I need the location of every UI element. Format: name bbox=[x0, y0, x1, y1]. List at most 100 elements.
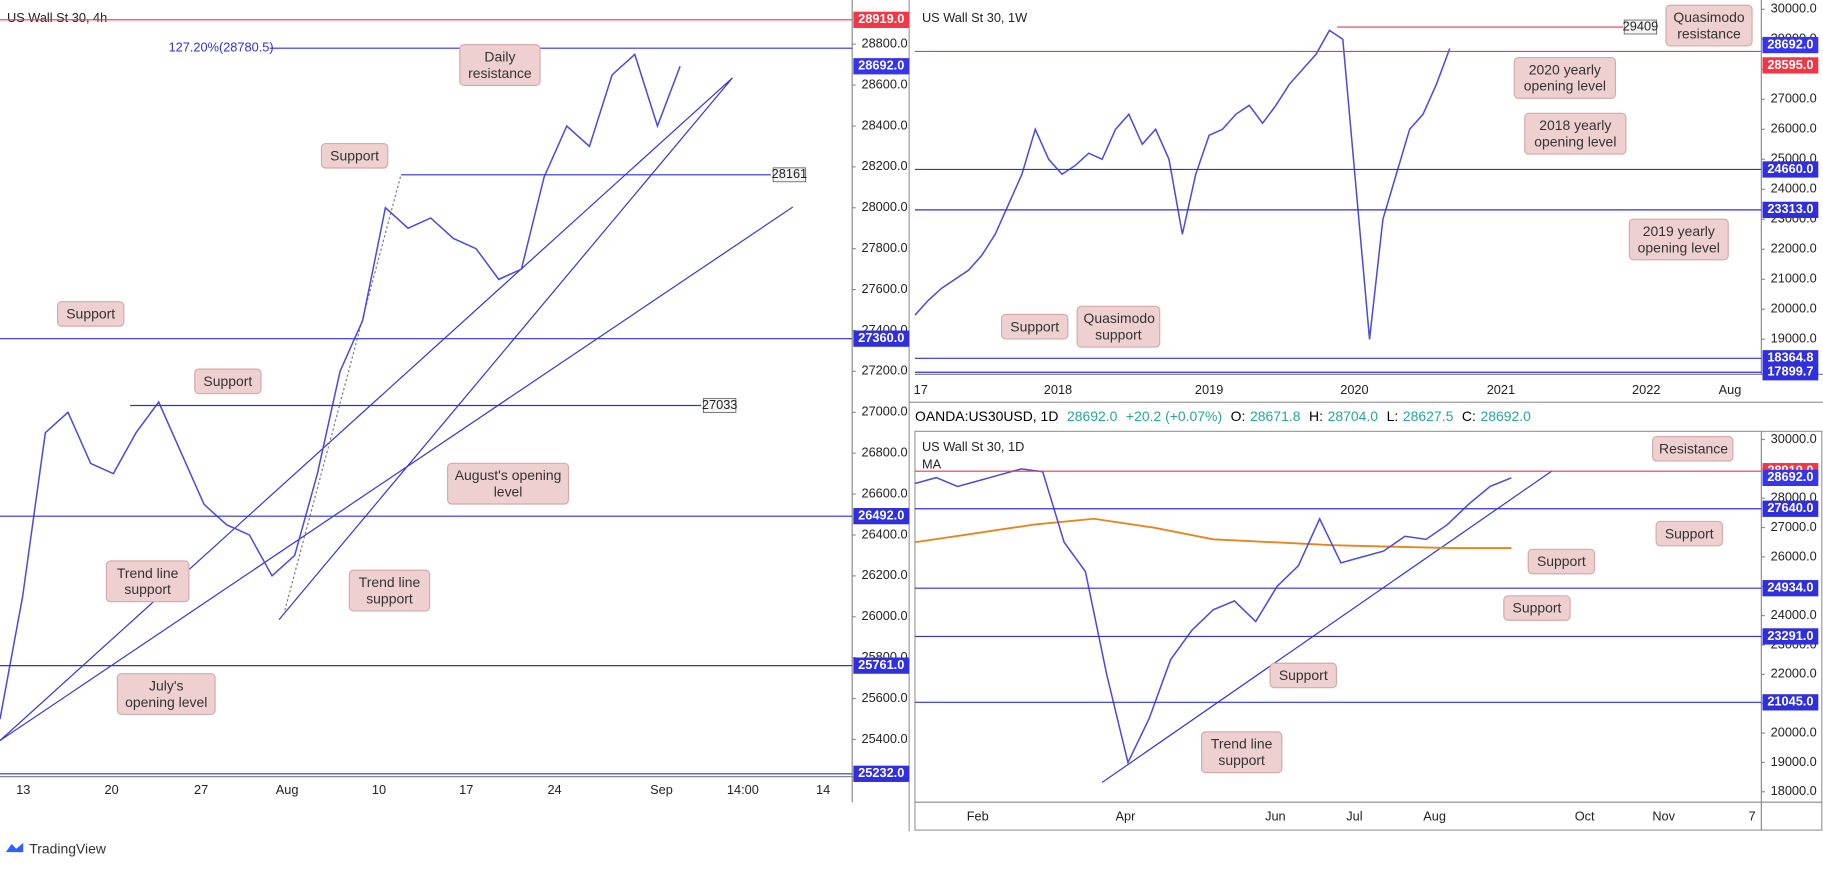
level-box bbox=[853, 58, 910, 75]
level-label: 28692.0 bbox=[1767, 36, 1813, 51]
y-tick-label: 26200.0 bbox=[861, 567, 907, 582]
level-box bbox=[1762, 350, 1819, 367]
annotation: Support bbox=[194, 368, 262, 395]
trend-line bbox=[0, 206, 794, 742]
c: 28692.0 bbox=[1480, 408, 1531, 425]
x-tick-label: 24 bbox=[547, 782, 561, 797]
y-tick-label: 26000.0 bbox=[861, 608, 907, 623]
x-tick-label: 2020 bbox=[1340, 382, 1368, 397]
annotation: Trend line support bbox=[105, 560, 190, 603]
x-tick-label: 2018 bbox=[1044, 382, 1072, 397]
annotation: Resistance bbox=[1652, 435, 1734, 462]
last: 28692.0 bbox=[1066, 408, 1118, 425]
annotation: Support bbox=[1503, 595, 1571, 621]
annotation: July's opening level bbox=[116, 673, 216, 715]
x-tick-label: 17 bbox=[459, 782, 473, 797]
y-tick-label: 24000.0 bbox=[1771, 607, 1817, 622]
x-tick-label: Oct bbox=[1575, 809, 1595, 824]
annotation: August's opening level bbox=[447, 462, 570, 505]
panel-title: US Wall St 30, 4h bbox=[7, 10, 107, 25]
y-tick-label: 27200.0 bbox=[861, 363, 907, 378]
trend-line bbox=[1101, 470, 1553, 783]
panel-title: US Wall St 30, 1W bbox=[922, 10, 1027, 25]
level-label: 28692.0 bbox=[858, 58, 904, 73]
x-tick-label: 2019 bbox=[1195, 382, 1223, 397]
level-box bbox=[1762, 628, 1819, 645]
level-box bbox=[853, 330, 910, 347]
brand-text: TradingView bbox=[29, 840, 106, 857]
annotation: Support bbox=[1000, 313, 1069, 340]
x-tick-label: 14:00 bbox=[727, 782, 759, 797]
l-key: L: bbox=[1386, 408, 1399, 425]
x-tick-label: 10 bbox=[372, 782, 386, 797]
level-label: 28595.0 bbox=[1767, 57, 1813, 72]
annotation: Support bbox=[320, 142, 389, 169]
info-bar: OANDA:US30USD, 1D 28692.0 +20.2 (+0.07%)… bbox=[915, 408, 1536, 424]
level-label: 24660.0 bbox=[1767, 161, 1813, 176]
level-text: 127.20%(28780.5) bbox=[169, 40, 274, 55]
level-label: 27360.0 bbox=[858, 330, 904, 345]
level-box bbox=[1762, 364, 1819, 381]
level-label: 26492.0 bbox=[858, 508, 904, 523]
o-key: O: bbox=[1230, 408, 1246, 425]
y-tick-label: 27600.0 bbox=[861, 281, 907, 296]
level-box bbox=[853, 765, 910, 782]
level-box bbox=[1762, 201, 1819, 219]
annotation: Trend line support bbox=[1200, 731, 1283, 774]
level-box bbox=[1762, 161, 1819, 178]
logo bbox=[5, 842, 24, 853]
y-tick-label: 27000.0 bbox=[1771, 91, 1817, 106]
annotation: 2020 yearly opening level bbox=[1513, 56, 1617, 99]
y-tick-label: 18000.0 bbox=[1771, 783, 1817, 798]
y-tick-label: 26600.0 bbox=[861, 485, 907, 500]
level-box bbox=[1762, 694, 1819, 711]
y-tick-label: 30000.0 bbox=[1771, 431, 1817, 446]
y-tick-label: 28000.0 bbox=[861, 199, 907, 214]
panel-border bbox=[914, 430, 1823, 831]
x-tick-label: Aug bbox=[1719, 382, 1742, 397]
level-label: 17899.7 bbox=[1767, 364, 1813, 379]
y-tick-label: 28800.0 bbox=[861, 36, 907, 51]
x-tick-label: 17 bbox=[914, 382, 928, 397]
x-tick-label: Sep bbox=[650, 782, 673, 797]
y-tick-label: 21000.0 bbox=[1771, 271, 1817, 286]
fib-line bbox=[284, 174, 402, 611]
x-tick-label: 2022 bbox=[1632, 382, 1660, 397]
x-tick-label: 7 bbox=[1748, 809, 1755, 824]
x-tick-label: 2021 bbox=[1487, 382, 1515, 397]
level-label: 24934.0 bbox=[1767, 580, 1813, 595]
change: +20.2 (+0.07%) bbox=[1125, 408, 1223, 425]
trend-line bbox=[278, 77, 733, 621]
y-tick-label: 20000.0 bbox=[1771, 724, 1817, 739]
y-tick-label: 28600.0 bbox=[861, 76, 907, 91]
x-tick-label: Nov bbox=[1652, 809, 1675, 824]
level-label: 28919.0 bbox=[858, 11, 904, 26]
y-tick-label: 22000.0 bbox=[1771, 241, 1817, 256]
symbol: OANDA:US30USD, 1D bbox=[914, 408, 1059, 425]
annotation: Support bbox=[56, 301, 125, 327]
y-tick-label: 26000.0 bbox=[1771, 121, 1817, 136]
y-tick-label: 26800.0 bbox=[861, 445, 907, 460]
x-tick-label: 20 bbox=[105, 782, 119, 797]
level-tag bbox=[772, 167, 807, 183]
price-line bbox=[914, 29, 1451, 340]
level-box bbox=[1762, 36, 1819, 54]
level-box bbox=[1762, 57, 1819, 74]
level-label: 18364.8 bbox=[1767, 350, 1813, 365]
level-box bbox=[853, 508, 910, 525]
y-tick-label: 27000.0 bbox=[861, 404, 907, 419]
brand[interactable]: TradingView bbox=[5, 841, 106, 857]
trend-line bbox=[0, 77, 733, 742]
annotation: Trend line support bbox=[348, 569, 431, 612]
h: 28704.0 bbox=[1327, 408, 1379, 425]
level-label: 27640.0 bbox=[1767, 500, 1813, 515]
annotation: 2019 yearly opening level bbox=[1628, 218, 1729, 261]
x-tick-label: 13 bbox=[16, 782, 30, 797]
y-tick-label: 27000.0 bbox=[1771, 519, 1817, 534]
y-tick-label: 22000.0 bbox=[1771, 666, 1817, 681]
x-tick-label: Jun bbox=[1265, 809, 1286, 824]
annotation: 2018 yearly opening level bbox=[1524, 112, 1627, 155]
y-tick-label: 25400.0 bbox=[861, 731, 907, 746]
y-tick-label: 19000.0 bbox=[1771, 331, 1817, 346]
